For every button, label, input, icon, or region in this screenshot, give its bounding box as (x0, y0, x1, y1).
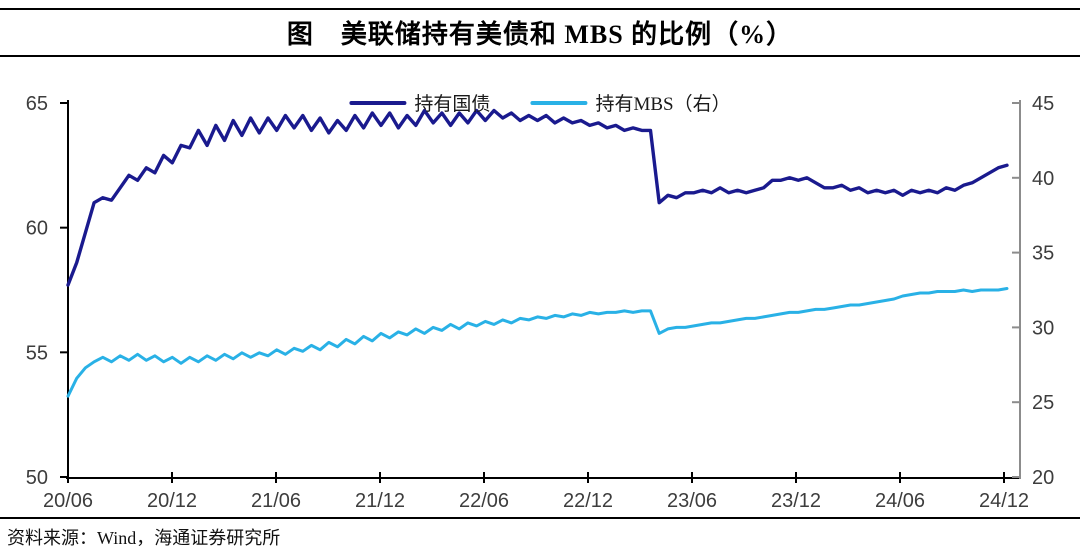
legend-label-mbs: 持有MBS（右） (595, 94, 731, 115)
x-axis-tick-label: 23/06 (667, 490, 717, 512)
x-axis-tick-label: 21/06 (251, 490, 301, 512)
x-axis-tick-label: 24/12 (979, 490, 1029, 512)
legend-label-treasury: 持有国债 (414, 94, 491, 115)
right-axis-tick-label: 25 (1032, 392, 1054, 414)
mbs-series-line (66, 287, 1009, 398)
x-axis-tick-label: 24/06 (875, 490, 925, 512)
bottom-border-rule (0, 517, 1080, 519)
right-axis-tick-label: 20 (1032, 467, 1054, 489)
right-axis-tick-label: 30 (1032, 317, 1054, 339)
title-divider-rule (0, 55, 1080, 57)
mbs-line-swatch (530, 100, 588, 105)
chart-title: 图 美联储持有美债和 MBS 的比例（%） (286, 20, 794, 49)
right-axis-tick-label: 40 (1032, 168, 1054, 190)
right-axis-tick-label: 45 (1032, 93, 1054, 115)
treasury-line-swatch (349, 100, 407, 105)
x-axis-tick-label: 22/12 (563, 490, 613, 512)
top-border-rule (0, 8, 1080, 10)
left-axis-tick-label: 55 (26, 342, 48, 364)
x-axis-tick-label: 20/12 (147, 490, 197, 512)
x-axis-tick-label: 22/06 (459, 490, 509, 512)
chart-legend: 持有国债 持有MBS（右） (349, 89, 731, 116)
left-axis-tick-label: 50 (26, 467, 48, 489)
legend-item-treasury: 持有国债 (349, 89, 490, 116)
left-axis-tick-label: 60 (26, 218, 48, 240)
left-axis-tick-label: 65 (26, 93, 48, 115)
x-axis-tick-label: 20/06 (43, 490, 93, 512)
x-axis-tick-label: 21/12 (355, 490, 405, 512)
legend-item-mbs: 持有MBS（右） (530, 89, 731, 116)
right-axis-tick-label: 35 (1032, 243, 1054, 265)
treasury-series-line (66, 108, 1009, 287)
x-axis-tick-label: 23/12 (771, 490, 821, 512)
source-attribution: 资料来源：Wind，海通证券研究所 (7, 528, 281, 548)
